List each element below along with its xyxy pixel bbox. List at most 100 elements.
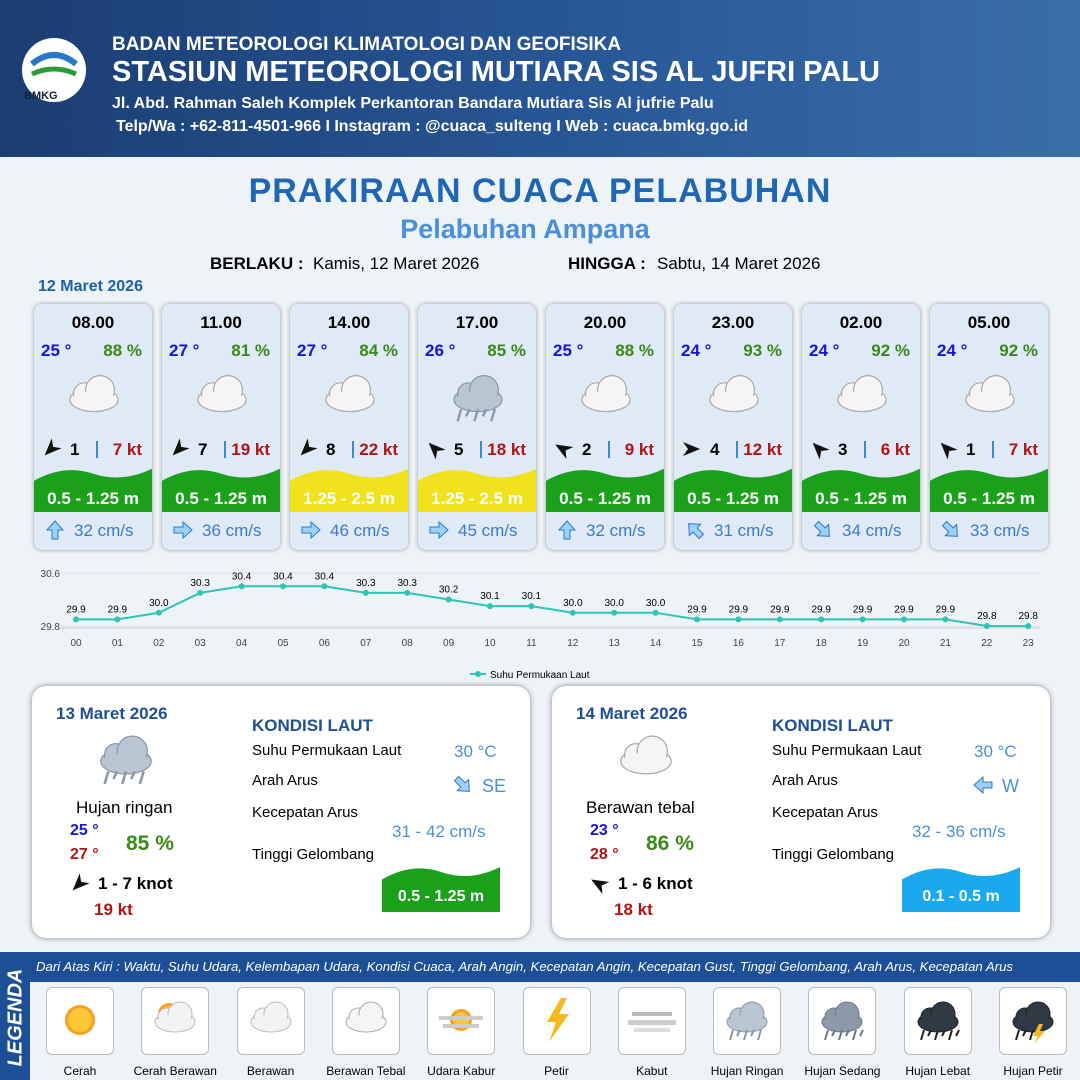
sst-point	[652, 609, 659, 616]
wave-height: 0.5 - 1.25 m	[47, 489, 139, 508]
x-tick-label: 02	[153, 638, 165, 649]
dir-arrow	[452, 774, 474, 801]
legend-icon	[717, 994, 777, 1049]
wave-shape	[546, 464, 664, 517]
sst-point	[197, 589, 204, 596]
legend-entry: Suhu Permukaan Laut	[490, 670, 590, 681]
sst-point	[694, 616, 700, 623]
legend-item: Cerah	[63, 1064, 97, 1078]
line-shape	[852, 1029, 858, 1041]
path-shape	[930, 468, 1048, 512]
day-panel: 14 Maret 2026 Berawan tebal 23 ° 28 ° 86 % 1 …	[552, 686, 1050, 938]
path-shape	[72, 873, 90, 891]
legend-icon	[908, 994, 968, 1049]
path-shape	[688, 523, 705, 540]
path-shape	[546, 998, 569, 1042]
path-shape	[546, 468, 664, 512]
wave-height: 0.5 - 1.25 m	[559, 489, 651, 508]
wind-arrow	[68, 873, 90, 900]
x-tick-label: 11	[526, 638, 537, 649]
svg-shape	[173, 520, 193, 540]
sst-point	[528, 603, 535, 610]
path-shape	[683, 442, 700, 456]
current-speed: 34 cm/s	[842, 521, 902, 540]
legend-icon-box	[903, 987, 972, 1055]
contact: Telp/Wa : +62-811-4501-966 I Instagram :…	[116, 118, 748, 135]
sst-point	[238, 583, 245, 590]
svg-shape	[940, 442, 958, 460]
dir-value: SE	[482, 776, 507, 796]
sst-label: 30.0	[646, 598, 666, 609]
x-tick-label: 03	[195, 638, 207, 649]
path-shape	[34, 468, 152, 512]
humidity: 88 %	[615, 341, 654, 360]
path-shape	[301, 520, 321, 540]
svg-shape	[44, 438, 62, 456]
dir-label: Arah Arus	[252, 772, 318, 789]
svg-shape	[802, 468, 920, 512]
current-speed: 33 cm/s	[970, 521, 1030, 540]
wave-shape	[930, 464, 1048, 517]
sst-label: 30.4	[273, 571, 293, 582]
path-shape	[1033, 1024, 1045, 1044]
wind-speed: 2	[582, 440, 592, 459]
sst-label: Suhu Permukaan Laut	[252, 742, 402, 759]
legend-item: Petir	[544, 1064, 569, 1078]
wave-height: 0.5 - 1.25 m	[815, 489, 907, 508]
rect-shape	[443, 1024, 480, 1028]
time: 20.00	[583, 313, 627, 332]
legend-icon	[50, 994, 110, 1049]
svg-shape	[674, 468, 792, 512]
sst-point	[983, 623, 990, 629]
dir-value: W	[1002, 776, 1019, 796]
forecast-card: 17.00 26 ° 85 % 5 18 kt 1.25 - 2.5 m 45 cm/s	[418, 304, 536, 550]
line-shape	[736, 1029, 741, 1037]
path-shape	[300, 438, 318, 456]
gust: 9 kt	[624, 440, 654, 459]
current-speed: 32 cm/s	[586, 521, 646, 540]
sst-label: 30.3	[356, 578, 376, 589]
wave-height: 0.5 - 1.25 m	[687, 489, 779, 508]
line-shape	[743, 1029, 749, 1041]
gust: 19 kt	[231, 440, 270, 459]
x-tick-label: 04	[236, 638, 248, 649]
legend-item: Kabut	[636, 1064, 668, 1078]
current-arrow	[556, 519, 578, 546]
x-tick-label: 22	[981, 638, 993, 649]
x-tick-label: 19	[857, 638, 869, 649]
legend-icon-box	[617, 987, 686, 1055]
sst-label: 29.9	[853, 604, 873, 615]
legend-marker	[475, 671, 481, 677]
path-shape	[453, 775, 470, 792]
subtitle: Pelabuhan Ampana	[400, 214, 650, 244]
line-shape	[138, 770, 145, 785]
svg-shape	[902, 867, 1020, 912]
wave-label: Tinggi Gelombang	[772, 846, 895, 863]
svg-shape	[453, 375, 503, 422]
path-shape	[802, 468, 920, 512]
ellipse-shape	[918, 1015, 957, 1031]
line-shape	[859, 1029, 865, 1037]
svg-shape	[154, 1001, 196, 1033]
logo-art	[30, 52, 78, 77]
sst-label: 29.9	[770, 604, 790, 615]
sst-chart: 29.8 30.6 29.9 00 29.9 01 30.0 02 30.3 03 30.4 04 30…	[41, 569, 1040, 681]
wave-shape	[902, 862, 1020, 917]
forecast-card: 05.00 24 ° 92 % 1 7 kt 0.5 - 1.25 m 33 cm/s	[930, 304, 1048, 550]
current-speed: 46 cm/s	[330, 521, 390, 540]
gust: 7 kt	[112, 440, 142, 459]
temp-max: 27 °	[70, 846, 99, 863]
weather-icon	[954, 366, 1026, 431]
sst-point	[445, 596, 452, 603]
sea-title: KONDISI LAUT	[252, 716, 373, 735]
legend-icon-box	[141, 987, 210, 1055]
sst-label: Suhu Permukaan Laut	[772, 742, 922, 759]
gust: 6 kt	[880, 440, 910, 459]
humidity: 92 %	[999, 341, 1038, 360]
legend-icon	[812, 994, 872, 1049]
svg-shape	[100, 735, 152, 785]
gust: 22 kt	[359, 440, 398, 459]
sst-label: 29.9	[729, 604, 749, 615]
time: 05.00	[967, 313, 1011, 332]
x-tick-label: 23	[1023, 638, 1035, 649]
